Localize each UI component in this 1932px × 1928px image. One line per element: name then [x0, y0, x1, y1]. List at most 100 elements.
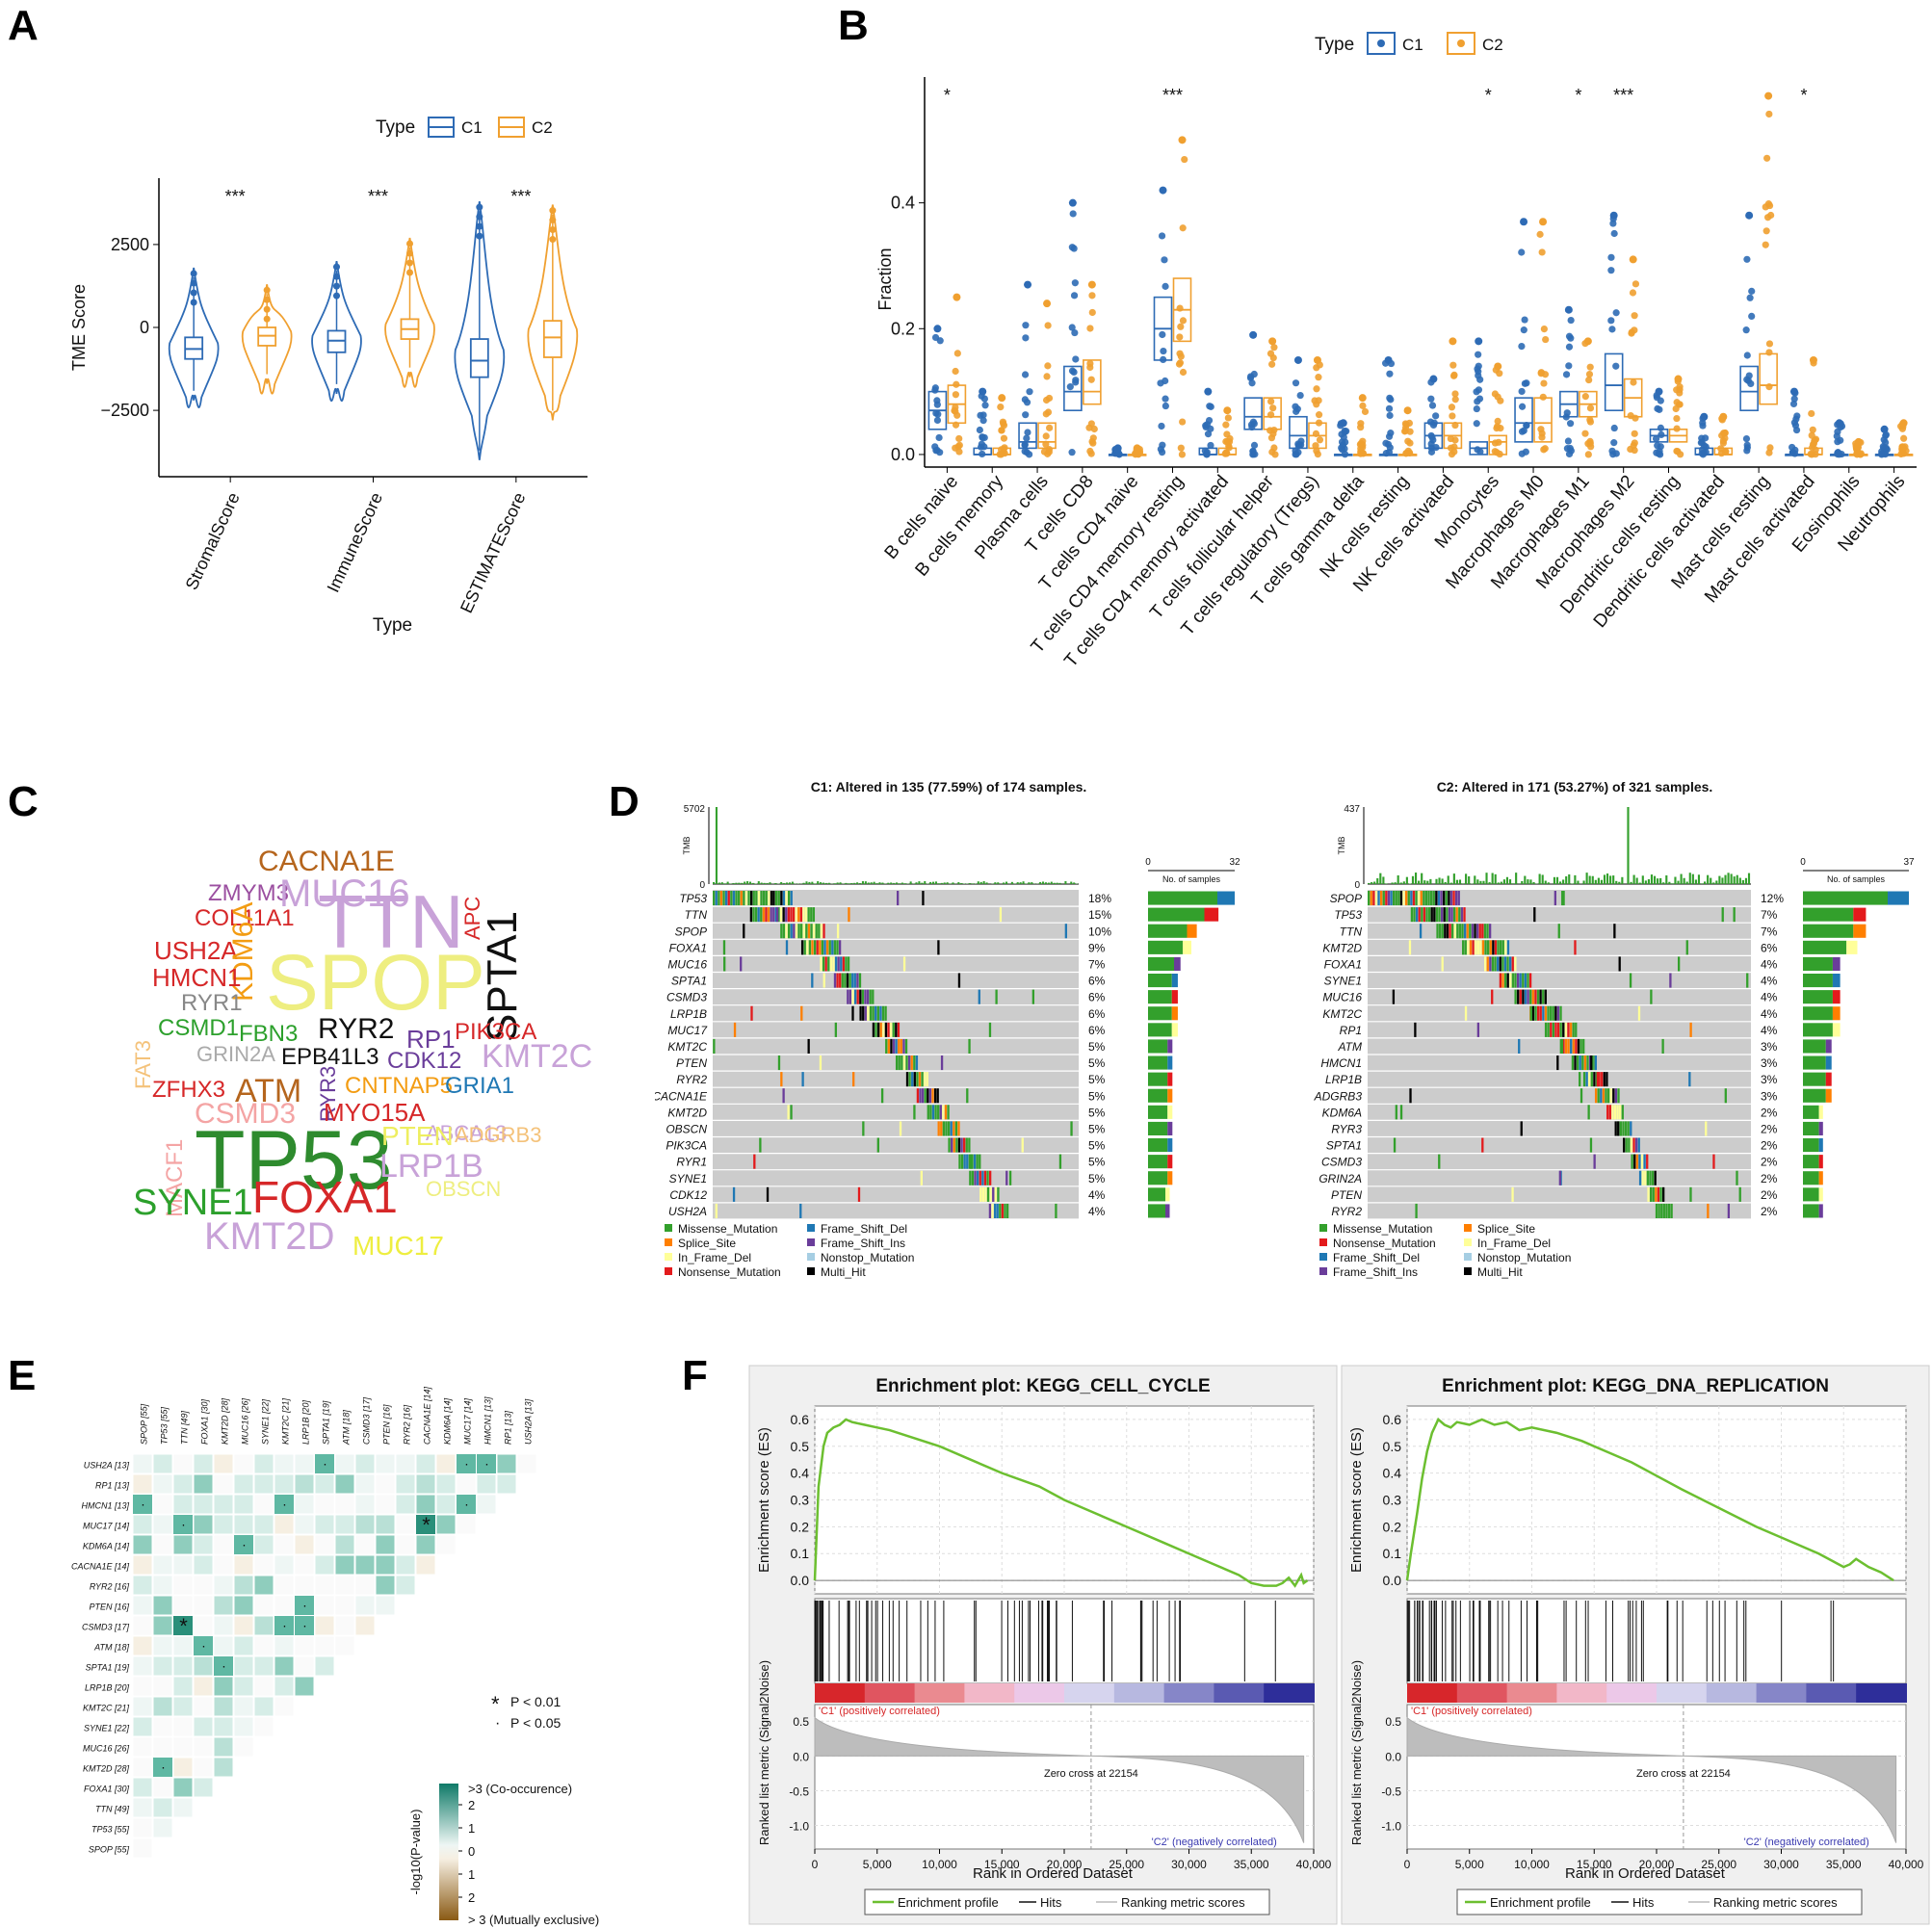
- scale-tick-label: 1: [468, 1867, 475, 1882]
- heatmap-cell: [152, 1676, 173, 1697]
- outlier-point: [406, 269, 413, 276]
- mutation-cell: [1466, 924, 1469, 939]
- gene-label: LRP1B: [670, 1007, 707, 1021]
- tmb-bar: [757, 881, 760, 884]
- heatmap-cell: [172, 1655, 194, 1677]
- tmb-bar: [1399, 882, 1402, 884]
- tmb-bar: [1600, 879, 1604, 884]
- heatmap-cell: [152, 1716, 173, 1737]
- mutation-cell: [1438, 1154, 1441, 1169]
- mutation-cell: [940, 1121, 943, 1136]
- heatmap-cell: [375, 1534, 396, 1555]
- mutation-cell: [960, 1137, 963, 1153]
- rank-heat-strip: [1407, 1683, 1458, 1703]
- data-point: [1068, 367, 1077, 375]
- mutation-cell: [795, 924, 798, 939]
- mutation-cell: [816, 940, 819, 955]
- left-gene-label: KMT2D [28]: [83, 1764, 130, 1774]
- mutation-cell: [810, 924, 813, 939]
- mutation-cell: [1402, 891, 1405, 906]
- mutation-cell: [822, 924, 825, 939]
- max-point: [1880, 425, 1889, 433]
- mutation-cell: [1544, 1005, 1548, 1021]
- heatmap-cell: [193, 1575, 214, 1596]
- rank-heat-strip: [1657, 1683, 1708, 1703]
- max-point: [1835, 419, 1843, 428]
- box-C2-T cells follicular helper: [1263, 397, 1282, 430]
- x-tick-label: 15,000: [1577, 1858, 1612, 1871]
- es-y-title: Enrichment score (ES): [756, 1427, 772, 1573]
- mutation-cell: [1650, 1186, 1653, 1202]
- heatmap-cell: [132, 1575, 153, 1596]
- mutation-cell: [951, 1137, 953, 1153]
- tmb-bar: [1371, 882, 1373, 884]
- mutation-cell: [1476, 1022, 1480, 1037]
- data-point: [1449, 361, 1457, 369]
- mutation-cell: [1478, 924, 1481, 939]
- tmb-bar: [1671, 883, 1674, 884]
- sample-count-bar: [1148, 1138, 1168, 1153]
- sample-count-bar: [1803, 1187, 1819, 1202]
- sample-count-bar: [1148, 1006, 1172, 1021]
- x-tick-label: 25,000: [1701, 1858, 1736, 1871]
- gene-percent: 12%: [1761, 892, 1784, 905]
- mutation-cell: [782, 924, 786, 939]
- data-point: [1357, 424, 1365, 431]
- heatmap-cell: [294, 1575, 315, 1596]
- mutation-cell: [933, 1088, 937, 1104]
- mutation-cell: [1425, 907, 1428, 923]
- outlier-point: [406, 240, 413, 248]
- mutation-cell: [823, 940, 826, 955]
- tmb-bar: [859, 883, 862, 884]
- mutation-cell: [937, 1121, 940, 1136]
- gene-label: RYR2: [1331, 1205, 1362, 1218]
- rank-heat-strip: [1456, 1683, 1508, 1703]
- bar-max: 37: [1903, 857, 1915, 868]
- mutation-cell: [1552, 1022, 1555, 1037]
- data-point: [1565, 332, 1574, 340]
- tmb-bar: [1662, 882, 1665, 884]
- tmb-bar: [1638, 882, 1641, 884]
- max-point: [1204, 387, 1213, 396]
- mutation-cell: [799, 1203, 802, 1218]
- sample-count-bar: [1148, 974, 1172, 988]
- mutation-cell: [989, 1170, 992, 1185]
- tmb-bar: [1730, 873, 1733, 884]
- data-point: [1765, 110, 1773, 118]
- mutation-cell: [880, 1088, 884, 1104]
- heatmap-cell: [274, 1676, 295, 1697]
- gene-percent: 4%: [1761, 991, 1778, 1004]
- sample-count-bar: [1148, 1072, 1168, 1086]
- max-point: [1899, 419, 1908, 428]
- scale-top-label: >3 (Co-occurence): [468, 1782, 572, 1796]
- mutation-cell: [743, 924, 745, 939]
- tmb-bar: [1016, 882, 1019, 884]
- outlier-point: [476, 213, 483, 221]
- data-point: [1178, 451, 1187, 458]
- tmb-bar: [814, 883, 817, 884]
- mutation-cell: [811, 973, 814, 988]
- mutation-cell: [869, 989, 872, 1004]
- heatmap-cell: [253, 1514, 274, 1535]
- mutation-cell: [775, 891, 778, 906]
- tmb-bar: [1727, 873, 1730, 884]
- bar-label: No. of samples: [1827, 874, 1886, 884]
- data-point: [1565, 362, 1573, 370]
- mutation-cell: [948, 1137, 951, 1153]
- max-point: [1609, 211, 1618, 220]
- gene-percent: 2%: [1761, 1123, 1778, 1136]
- mutation-cell: [1544, 1022, 1548, 1037]
- mutation-cell: [740, 891, 743, 906]
- gene-label: TP53: [1334, 908, 1362, 922]
- heatmap-cell: [354, 1514, 376, 1535]
- tmb-bar: [1555, 876, 1559, 884]
- data-point: [1540, 379, 1548, 387]
- heatmap-cell: [395, 1514, 416, 1535]
- data-point: [1788, 443, 1796, 452]
- data-point: [1898, 425, 1907, 432]
- tmb-bar: [1455, 879, 1458, 884]
- mutation-cell: [981, 1170, 984, 1185]
- heatmap-cell: [253, 1696, 274, 1717]
- left-gene-label: RP1 [13]: [95, 1481, 130, 1491]
